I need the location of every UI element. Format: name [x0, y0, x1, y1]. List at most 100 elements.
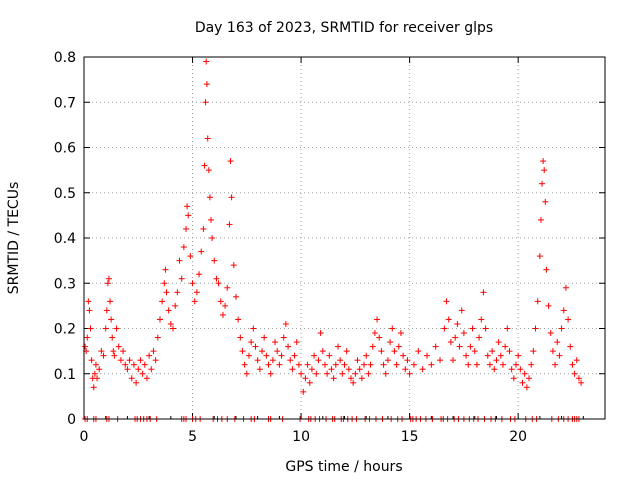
data-point	[162, 266, 169, 273]
data-point	[473, 361, 480, 368]
data-point	[371, 330, 378, 337]
data-point	[302, 375, 309, 382]
data-point	[343, 348, 350, 355]
data-point	[540, 158, 547, 165]
data-point	[541, 167, 548, 174]
data-point	[482, 325, 489, 332]
data-point	[489, 348, 496, 355]
data-point	[263, 352, 270, 359]
data-point	[276, 361, 283, 368]
data-point	[163, 289, 170, 296]
data-point	[547, 330, 554, 337]
data-point	[428, 361, 435, 368]
data-point	[510, 375, 517, 382]
data-point	[404, 357, 411, 364]
data-point	[460, 330, 467, 337]
data-point	[352, 370, 359, 377]
data-point	[117, 357, 124, 364]
data-point	[207, 216, 214, 223]
y-tick-label: 0.3	[54, 276, 76, 292]
data-point	[146, 352, 153, 359]
data-point	[384, 357, 391, 364]
data-point	[224, 284, 231, 291]
data-point	[243, 370, 250, 377]
y-tick-label: 0.4	[54, 231, 76, 247]
data-point	[484, 352, 491, 359]
data-point	[122, 361, 129, 368]
data-point	[172, 302, 179, 309]
data-point	[410, 361, 417, 368]
data-point	[261, 334, 268, 341]
data-point	[189, 280, 196, 287]
data-point	[213, 275, 220, 282]
data-point	[308, 366, 315, 373]
data-point	[185, 212, 192, 219]
data-point	[556, 352, 563, 359]
data-point	[124, 366, 131, 373]
data-point	[508, 366, 515, 373]
data-point	[491, 366, 498, 373]
data-point	[165, 307, 172, 314]
data-point	[300, 388, 307, 395]
data-point	[252, 343, 259, 350]
y-tick-label: 0	[67, 412, 76, 428]
data-point	[376, 334, 383, 341]
data-point	[575, 375, 582, 382]
x-tick-label: 0	[80, 429, 89, 445]
data-point	[319, 348, 326, 355]
data-point	[478, 316, 485, 323]
data-point	[363, 352, 370, 359]
data-point	[502, 343, 509, 350]
data-point	[324, 370, 331, 377]
data-point	[183, 225, 190, 232]
data-point	[536, 253, 543, 260]
data-point	[272, 339, 279, 346]
plot-frame	[83, 56, 606, 420]
data-point	[204, 135, 211, 142]
data-point	[471, 348, 478, 355]
data-point	[211, 257, 218, 264]
data-point	[523, 384, 530, 391]
data-point	[180, 244, 187, 251]
data-point	[423, 352, 430, 359]
data-point	[170, 325, 177, 332]
data-point	[542, 198, 549, 205]
data-point	[222, 302, 229, 309]
data-point	[452, 334, 459, 341]
data-point	[103, 307, 110, 314]
data-point	[512, 361, 519, 368]
data-point	[250, 325, 257, 332]
data-point	[515, 352, 522, 359]
data-point	[110, 348, 117, 355]
data-point	[200, 225, 207, 232]
data-point	[135, 366, 142, 373]
data-point	[96, 366, 103, 373]
data-point	[148, 366, 155, 373]
data-point	[128, 375, 135, 382]
data-point	[380, 361, 387, 368]
y-tick-label: 0.5	[54, 186, 76, 202]
y-tick-label: 0.7	[54, 95, 76, 111]
data-point	[415, 348, 422, 355]
data-point	[130, 361, 137, 368]
chart-title: Day 163 of 2023, SRMTID for receiver glp…	[195, 20, 493, 36]
data-point	[400, 352, 407, 359]
data-point	[113, 325, 120, 332]
data-point	[178, 275, 185, 282]
data-point	[356, 366, 363, 373]
data-point	[567, 343, 574, 350]
data-point	[280, 334, 287, 341]
data-point	[198, 248, 205, 255]
data-point	[109, 334, 116, 341]
x-tick-label: 20	[509, 429, 527, 445]
data-point	[184, 203, 191, 210]
data-point	[159, 298, 166, 305]
data-point	[534, 298, 541, 305]
data-point	[289, 366, 296, 373]
data-point	[382, 370, 389, 377]
data-point	[156, 316, 163, 323]
data-point	[554, 339, 561, 346]
y-tick-label: 0.2	[54, 322, 76, 338]
data-point	[406, 370, 413, 377]
x-tick-label: 5	[188, 429, 197, 445]
